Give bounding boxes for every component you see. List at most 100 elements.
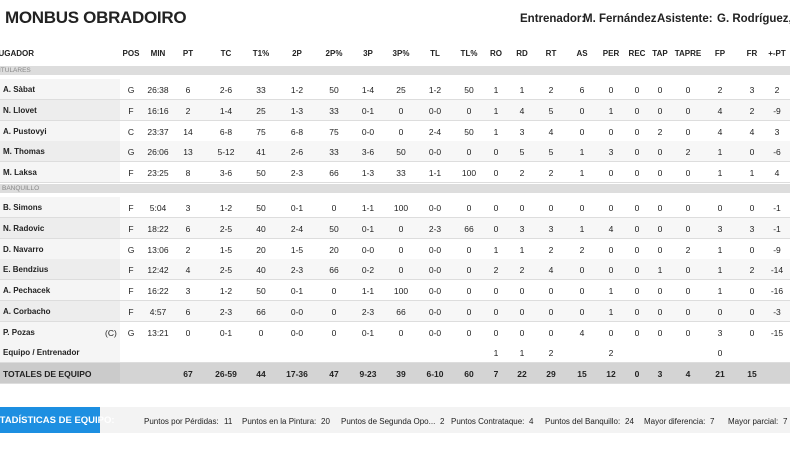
stat-cell: 0 <box>685 126 691 137</box>
player-row-border <box>0 161 790 163</box>
stat-cell: 0-0 <box>428 203 442 213</box>
column-header: TAPRE <box>674 49 702 58</box>
column-header: 2P% <box>325 49 343 58</box>
stat-cell: 1-1 <box>361 286 375 297</box>
column-header: RD <box>516 49 528 58</box>
stat-cell: 39 <box>396 369 406 379</box>
stat-cell: 40 <box>256 265 266 276</box>
team-stat-label: Mayor diferencia: <box>644 417 706 426</box>
stat-cell: 1 <box>519 85 525 95</box>
player-row-bg <box>0 197 790 217</box>
column-header: AS <box>576 49 588 58</box>
captain-tag: (C) <box>105 327 117 338</box>
column-header: FP <box>714 49 726 58</box>
stat-cell: 1 <box>519 348 525 358</box>
stat-cell: 50 <box>256 203 266 213</box>
stat-cell: 0-0 <box>290 327 304 338</box>
player-row-bg <box>0 259 790 280</box>
stat-cell: 0-0 <box>428 286 442 297</box>
stat-cell: 1-5 <box>219 244 233 255</box>
stat-cell: 23:37 <box>147 126 169 137</box>
stat-cell: F <box>128 105 134 116</box>
stat-cell: 0-1 <box>361 327 375 338</box>
stat-cell: F <box>128 307 134 317</box>
stat-cell: 0 <box>608 126 614 137</box>
stat-cell: 3 <box>657 369 663 379</box>
player-row-border <box>0 217 790 218</box>
stat-cell: 50 <box>396 147 406 158</box>
player-row-bg <box>0 238 790 259</box>
stat-cell: 5 <box>548 105 554 116</box>
stat-cell: 75 <box>256 126 266 137</box>
stat-cell: 0-1 <box>219 327 233 338</box>
stat-cell: 8 <box>185 168 191 179</box>
stat-cell: 2 <box>749 105 755 116</box>
stat-cell: 20 <box>329 244 339 255</box>
stat-cell: 0 <box>579 286 585 297</box>
team-stat-value: 24 <box>625 417 634 426</box>
player-row-border <box>0 258 790 260</box>
player-row-bg <box>0 280 790 301</box>
stat-cell: 0 <box>685 85 691 95</box>
stat-cell: 40 <box>256 223 266 234</box>
stat-cell: 5:04 <box>149 203 167 213</box>
stat-cell: -15 <box>770 327 784 338</box>
stat-cell: 2-4 <box>290 223 304 234</box>
stat-cell: 26:38 <box>147 85 169 95</box>
stat-cell: 25 <box>396 85 406 95</box>
stat-cell: 0 <box>634 265 640 276</box>
column-header: REC <box>628 49 646 58</box>
stat-cell: G <box>127 85 135 95</box>
stat-cell: 50 <box>329 223 339 234</box>
stat-cell: 2 <box>774 85 780 95</box>
player-row-border <box>0 99 790 100</box>
stat-cell: F <box>128 223 134 234</box>
stat-cell: 3 <box>749 85 755 95</box>
stat-cell: 25 <box>256 105 266 116</box>
stat-cell: 1-3 <box>290 105 304 116</box>
stat-cell: 0 <box>493 327 499 338</box>
stat-cell: 0-0 <box>428 327 442 338</box>
stat-cell: 1 <box>493 244 499 255</box>
stat-cell: G <box>127 244 135 255</box>
stat-cell: 0 <box>608 85 614 95</box>
stat-cell: 0 <box>749 307 755 317</box>
player-name: A. Pechacek <box>3 286 51 296</box>
stat-cell: 2 <box>657 126 663 137</box>
column-header: RO <box>490 49 502 58</box>
team-row-border <box>0 362 790 363</box>
stat-cell: 0 <box>548 307 554 317</box>
name-cell-bg <box>0 217 120 238</box>
stat-cell: 2-3 <box>219 307 233 317</box>
stat-cell: 4 <box>685 369 691 379</box>
stat-cell: 2 <box>749 265 755 276</box>
section-label: BANQUILLO <box>2 185 40 192</box>
stat-cell: 0 <box>608 265 614 276</box>
assistant-label: Asistente: <box>657 13 713 25</box>
stat-cell: 66 <box>396 307 406 317</box>
column-header: POS <box>122 49 140 58</box>
stat-cell: 0 <box>608 203 614 213</box>
stat-cell: 0 <box>519 286 525 297</box>
stat-cell: 13:06 <box>147 244 169 255</box>
player-name: B. Simons <box>3 203 43 212</box>
stat-cell: 1 <box>608 307 614 317</box>
stat-cell: 23:25 <box>147 168 169 179</box>
stat-cell: 6 <box>185 85 191 95</box>
stat-cell: 100 <box>461 168 477 179</box>
name-cell-bg <box>0 321 120 342</box>
stat-cell: 33 <box>256 85 266 95</box>
player-name: A. Corbacho <box>3 307 51 316</box>
team-stat-value: 11 <box>224 417 233 426</box>
stat-cell: 3 <box>608 147 614 158</box>
stat-cell: G <box>127 147 135 158</box>
stat-cell: 0 <box>398 265 404 276</box>
team-stat-value: 20 <box>321 417 330 426</box>
stat-cell: 4 <box>185 265 191 276</box>
player-name: A. Pustovyi <box>3 126 47 136</box>
stat-cell: 0 <box>398 126 404 137</box>
name-cell-bg <box>0 238 120 259</box>
stat-cell: F <box>128 265 134 276</box>
stat-cell: 0 <box>749 327 755 338</box>
